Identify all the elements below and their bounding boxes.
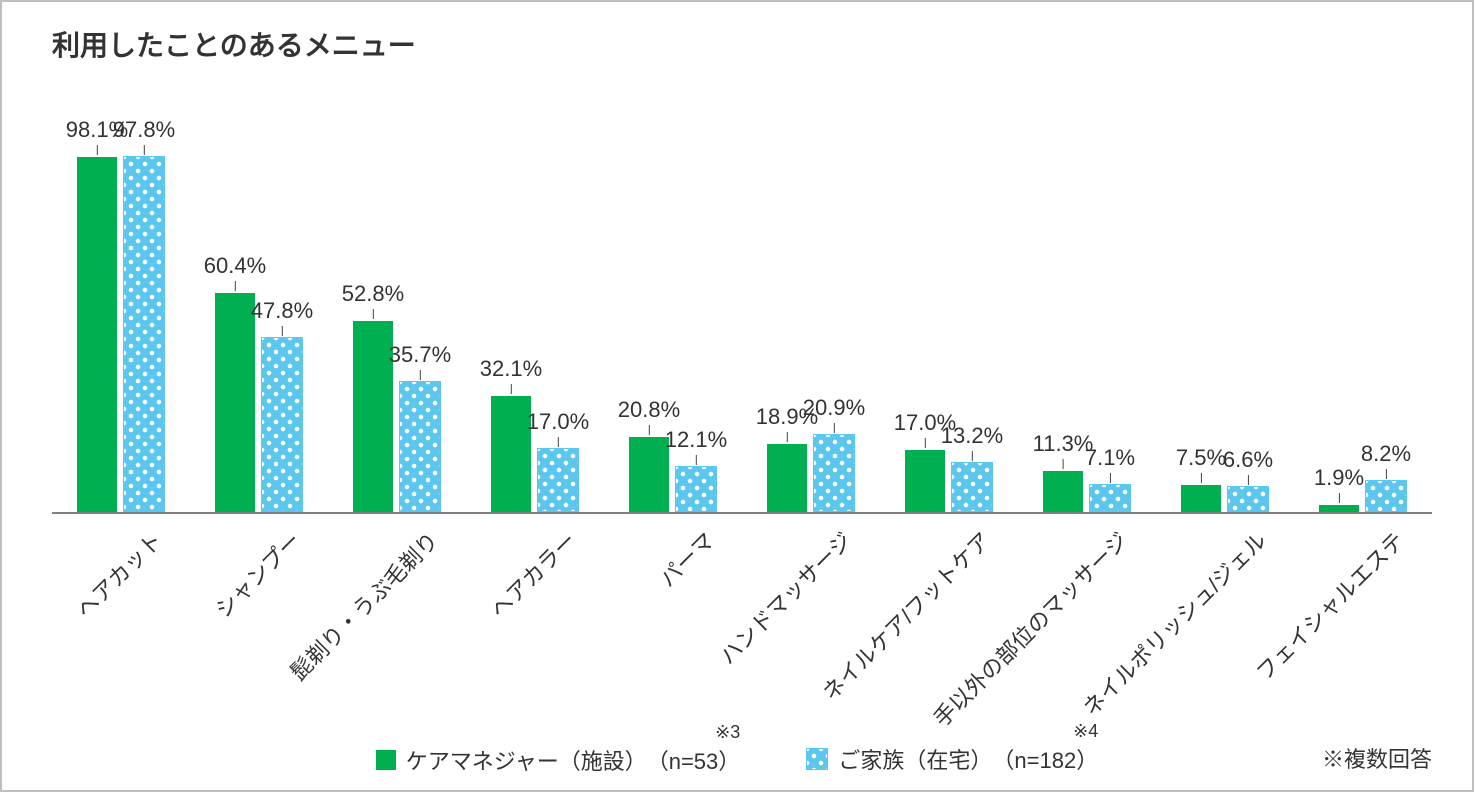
data-label-series2: 20.9% bbox=[803, 395, 865, 435]
x-axis-labels: ヘアカットシャンプー髭剃り・うぶ毛剃りヘアカラーパーマハンドマッサージネイルケア… bbox=[52, 512, 1432, 752]
bar-pair: 18.9%20.9% bbox=[767, 434, 855, 512]
legend-swatch-dotted bbox=[806, 748, 828, 770]
bar-series2: 6.6% bbox=[1227, 486, 1269, 512]
data-label-series2: 6.6% bbox=[1223, 447, 1273, 487]
legend-label-series2: ご家族（在宅） bbox=[838, 743, 992, 775]
x-axis-label: パーマ bbox=[651, 524, 720, 593]
bar-series2: 35.7% bbox=[399, 381, 441, 512]
bar-series2: 13.2% bbox=[951, 462, 993, 512]
bar-pair: 32.1%17.0% bbox=[491, 396, 579, 512]
bar-series1: 60.4% bbox=[215, 293, 255, 512]
bar-series1: 98.1% bbox=[77, 157, 117, 512]
bar-series1: 32.1% bbox=[491, 396, 531, 512]
data-label-series1: 1.9% bbox=[1314, 465, 1364, 505]
data-label-series2: 17.0% bbox=[527, 409, 589, 449]
bar-pair: 7.5%6.6% bbox=[1181, 485, 1269, 512]
data-label-series2: 35.7% bbox=[389, 342, 451, 382]
legend-item-series1: ケアマネジャー（施設） （n=53） ※3 bbox=[376, 744, 740, 776]
legend-note-series2: ※4 bbox=[1073, 721, 1098, 742]
legend-item-series2: ご家族（在宅） （n=182） ※4 bbox=[806, 743, 1098, 775]
legend: ケアマネジャー（施設） （n=53） ※3 ご家族（在宅） （n=182） ※4 bbox=[2, 743, 1472, 776]
bar-pair: 17.0%13.2% bbox=[905, 450, 993, 512]
x-axis-label: ヘアカラー bbox=[482, 524, 582, 624]
bar-series2: 8.2% bbox=[1365, 480, 1407, 512]
bar-series2: 7.1% bbox=[1089, 484, 1131, 512]
x-axis-label: ヘアカット bbox=[68, 524, 168, 624]
bar-series2: 47.8% bbox=[261, 337, 303, 512]
bar-pair: 11.3%7.1% bbox=[1043, 471, 1131, 512]
bar-series1: 7.5% bbox=[1181, 485, 1221, 512]
bar-pair: 1.9% 8.2% bbox=[1319, 480, 1407, 512]
x-axis-label: ハンドマッサージ bbox=[712, 524, 859, 671]
legend-note-series1: ※3 bbox=[715, 722, 740, 743]
bar-series1: 20.8% bbox=[629, 437, 669, 512]
legend-label-series1: ケアマネジャー（施設） bbox=[406, 744, 647, 776]
data-label-series1: 60.4% bbox=[204, 253, 266, 293]
bar-series1: 1.9% bbox=[1319, 505, 1359, 512]
data-label-series2: 8.2% bbox=[1361, 441, 1411, 481]
data-label-series1: 7.5% bbox=[1176, 445, 1226, 485]
data-label-series1: 32.1% bbox=[480, 356, 542, 396]
chart-frame: 利用したことのあるメニュー 98.1%97.8%60.4%47.8%52.8%3… bbox=[0, 0, 1474, 792]
bar-pair: 98.1%97.8% bbox=[77, 156, 165, 512]
chart-title: 利用したことのあるメニュー bbox=[52, 24, 416, 64]
data-label-series1: 52.8% bbox=[342, 281, 404, 321]
bar-pair: 52.8%35.7% bbox=[353, 321, 441, 512]
bar-series2: 20.9% bbox=[813, 434, 855, 512]
x-axis-label: フェイシャルエステ bbox=[1248, 524, 1411, 687]
data-label-series2: 47.8% bbox=[251, 298, 313, 338]
legend-n-series1: （n=53） bbox=[647, 744, 741, 776]
legend-n-series2: （n=182） bbox=[992, 743, 1098, 775]
bar-series1: 18.9% bbox=[767, 444, 807, 512]
bar-series1: 52.8% bbox=[353, 321, 393, 512]
data-label-series2: 12.1% bbox=[665, 427, 727, 467]
bar-series1: 11.3% bbox=[1043, 471, 1083, 512]
bar-series2: 97.8% bbox=[123, 156, 165, 512]
x-axis-label: シャンプー bbox=[207, 524, 307, 624]
footnote-multiple-answers: ※複数回答 bbox=[1322, 742, 1432, 774]
legend-swatch-solid bbox=[376, 750, 396, 770]
chart-plot-area: 98.1%97.8%60.4%47.8%52.8%35.7%32.1%17.0%… bbox=[52, 132, 1432, 514]
data-label-series2: 13.2% bbox=[941, 423, 1003, 463]
bar-series2: 12.1% bbox=[675, 466, 717, 512]
bar-series2: 17.0% bbox=[537, 448, 579, 512]
bar-series1: 17.0% bbox=[905, 450, 945, 512]
x-axis-label: 髭剃り・うぶ毛剃り bbox=[282, 524, 445, 687]
data-label-series2: 7.1% bbox=[1085, 445, 1135, 485]
bar-pair: 60.4%47.8% bbox=[215, 293, 303, 512]
bar-pair: 20.8%12.1% bbox=[629, 437, 717, 512]
data-label-series2: 97.8% bbox=[113, 117, 175, 157]
